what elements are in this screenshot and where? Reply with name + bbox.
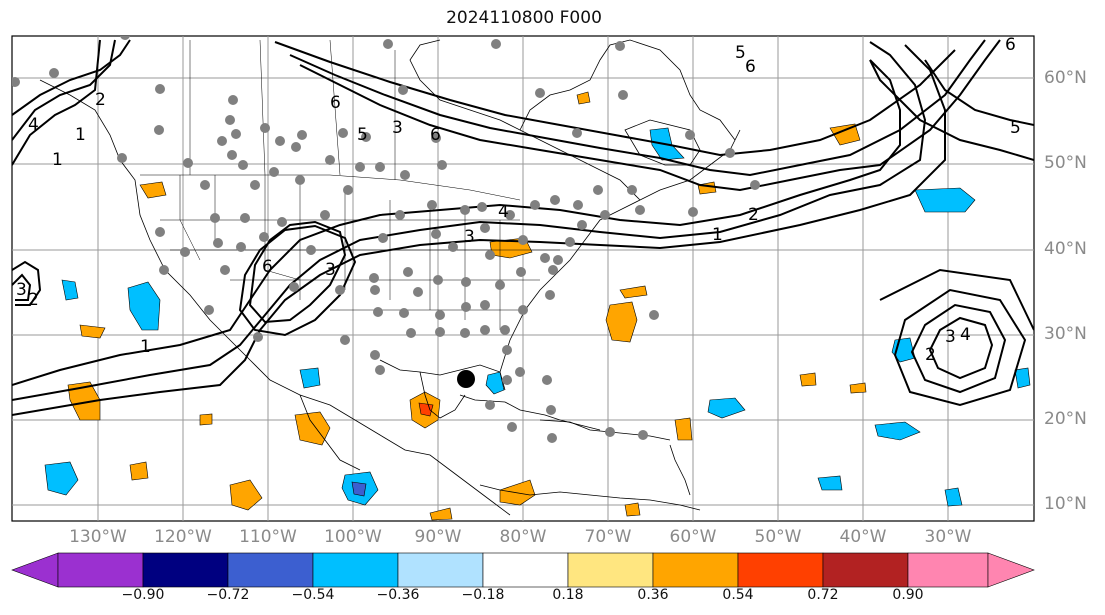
colorbar-tick-label: 0.72 xyxy=(807,587,839,603)
storm-center-marker xyxy=(457,370,475,388)
contour-label: 3 xyxy=(945,327,956,347)
lat-label: 50°N xyxy=(1044,153,1087,173)
contour-label: 1 xyxy=(140,337,151,357)
lon-label: 30°W xyxy=(924,527,972,547)
colorbar-tick-label: 0.54 xyxy=(722,587,754,603)
colorbar-tick-label: −0.36 xyxy=(376,587,420,603)
colorbar-extend-max xyxy=(987,552,1035,588)
contour-label: 3 xyxy=(464,227,475,247)
shaded-field xyxy=(44,91,1031,521)
contour-label-group: 5 6 6 1 2 6 4 3 6 5 3 1 4 2 1 1 2 3 4 2 … xyxy=(16,35,1021,365)
lon-label: 60°W xyxy=(669,527,717,547)
contour-label: 2 xyxy=(95,90,106,110)
lat-lon-grid xyxy=(12,36,1034,521)
lon-label: 120°W xyxy=(154,527,212,547)
contour-label: 2 xyxy=(925,345,936,365)
lon-label: 110°W xyxy=(239,527,297,547)
lon-label: 70°W xyxy=(584,527,632,547)
coastlines xyxy=(39,39,741,516)
colorbar xyxy=(11,552,1035,588)
colorbar-extend-min xyxy=(11,552,59,588)
lat-label: 60°N xyxy=(1044,68,1087,88)
contour-label: 6 xyxy=(262,257,273,277)
colorbar-tick-label: 0.90 xyxy=(892,587,924,603)
lat-label: 30°N xyxy=(1044,324,1087,344)
map-title: 2024110800 F000 xyxy=(446,8,602,28)
colorbar-tick-label: −0.18 xyxy=(461,587,505,603)
lon-label: 80°W xyxy=(499,527,547,547)
colorbar-tick-label: 0.36 xyxy=(637,587,669,603)
contour-label: 5 xyxy=(735,43,746,63)
contour-lines xyxy=(12,39,1034,416)
contour-label: 1 xyxy=(712,225,723,245)
lat-label: 20°N xyxy=(1044,409,1087,429)
contour-label: 3 xyxy=(325,260,336,280)
contour-label: 4 xyxy=(498,202,509,222)
lon-label: 40°W xyxy=(839,527,887,547)
contour-label: 6 xyxy=(745,57,756,77)
lat-label: 10°N xyxy=(1044,494,1087,514)
colorbar-tick-label: −0.54 xyxy=(291,587,335,603)
contour-label: 4 xyxy=(28,115,39,135)
state-borders xyxy=(140,39,560,330)
contour-label: 2 xyxy=(28,290,39,310)
contour-label: 6 xyxy=(330,93,341,113)
lon-label: 130°W xyxy=(69,527,127,547)
contour-label: 1 xyxy=(52,150,63,170)
contour-label: 4 xyxy=(960,325,971,345)
contour-label: 6 xyxy=(430,125,441,145)
lat-label: 40°N xyxy=(1044,239,1087,259)
lon-label: 90°W xyxy=(414,527,462,547)
station-markers xyxy=(12,36,760,443)
contour-label: 5 xyxy=(357,125,368,145)
colorbar-tick-label: −0.90 xyxy=(121,587,165,603)
contour-label: 1 xyxy=(75,125,86,145)
colorbar-tick-label: −0.72 xyxy=(206,587,250,603)
lon-label: 50°W xyxy=(754,527,802,547)
contour-label: 3 xyxy=(392,118,403,138)
contour-label: 6 xyxy=(1005,35,1016,55)
lon-label: 100°W xyxy=(324,527,382,547)
contour-label: 5 xyxy=(1010,118,1021,138)
contour-label: 3 xyxy=(16,280,27,300)
contour-label: 2 xyxy=(748,205,759,225)
colorbar-tick-label: 0.18 xyxy=(552,587,584,603)
